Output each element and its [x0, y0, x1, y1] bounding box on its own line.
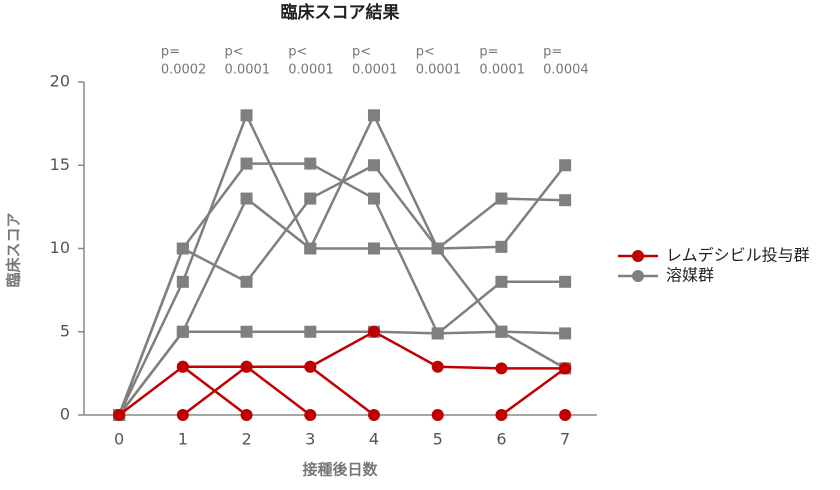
point: [304, 409, 317, 421]
point: [431, 327, 444, 340]
p-value: 0.0002: [161, 63, 207, 78]
series-line: [118, 330, 566, 416]
legend-label: 溶媒群: [666, 266, 714, 285]
point: [304, 325, 317, 338]
point: [176, 409, 189, 421]
y-tick-label: 5: [60, 321, 70, 340]
p-value: p<: [352, 45, 371, 60]
point: [240, 275, 253, 288]
legend-label: レムデシビル投与群: [666, 246, 810, 265]
point: [495, 275, 508, 288]
p-value: p=: [479, 45, 498, 60]
point: [559, 194, 572, 207]
x-tick-label: 0: [114, 430, 124, 449]
point: [176, 242, 189, 255]
y-axis-label: 臨床スコア: [5, 212, 23, 287]
point: [176, 360, 189, 373]
point: [240, 409, 253, 421]
x-axis-label: 接種後日数: [302, 461, 378, 479]
point: [431, 242, 444, 255]
point: [304, 360, 317, 373]
point: [495, 240, 508, 253]
point: [367, 192, 380, 205]
point: [367, 409, 380, 421]
y-tick-label: 10: [50, 238, 70, 257]
y-tick-label: 0: [60, 405, 70, 424]
p-value: 0.0001: [416, 63, 462, 78]
point: [240, 360, 253, 373]
point: [367, 159, 380, 172]
series-line: [118, 112, 566, 416]
point: [559, 362, 572, 375]
x-tick-label: 7: [560, 430, 570, 449]
chart-title: 臨床スコア結果: [281, 2, 400, 23]
y-tick-label: 20: [50, 72, 70, 91]
series-line: [309, 365, 375, 416]
point: [240, 325, 253, 338]
p-value: 0.0001: [288, 63, 334, 78]
point: [367, 242, 380, 255]
p-value: p<: [288, 45, 307, 60]
series-line: [500, 367, 566, 417]
x-tick-label: 4: [369, 430, 379, 449]
legend-marker: [632, 270, 644, 282]
point: [304, 192, 317, 205]
x-tick-label: 3: [305, 430, 315, 449]
x-tick-label: 2: [241, 430, 251, 449]
point: [240, 157, 253, 170]
point: [495, 409, 508, 421]
x-tick-label: 5: [433, 430, 443, 449]
point: [559, 159, 572, 172]
point: [240, 192, 253, 205]
series-line: [118, 330, 566, 416]
p-value: 0.0004: [543, 63, 589, 78]
series-line: [117, 112, 567, 416]
p-value: p<: [416, 45, 435, 60]
x-tick-label: 1: [178, 430, 188, 449]
legend-marker: [632, 250, 644, 262]
p-value: p=: [543, 45, 562, 60]
point: [495, 192, 508, 205]
series-line: [182, 365, 312, 416]
p-value: p<: [225, 45, 244, 60]
point: [176, 275, 189, 288]
point: [559, 327, 572, 340]
point: [304, 242, 317, 255]
p-value: 0.0001: [225, 63, 270, 78]
point: [495, 362, 508, 375]
point: [367, 325, 380, 338]
y-tick-label: 15: [50, 155, 70, 174]
point: [367, 109, 380, 122]
point: [559, 275, 572, 288]
point: [431, 360, 444, 373]
p-value: 0.0001: [479, 63, 525, 78]
point: [113, 409, 126, 421]
x-tick-label: 6: [496, 430, 506, 449]
point: [431, 409, 444, 421]
point: [240, 109, 253, 122]
p-value: p=: [161, 45, 180, 60]
point: [304, 157, 317, 170]
point: [559, 409, 572, 421]
p-value: 0.0001: [352, 63, 398, 78]
point: [176, 325, 189, 338]
point: [495, 325, 508, 338]
